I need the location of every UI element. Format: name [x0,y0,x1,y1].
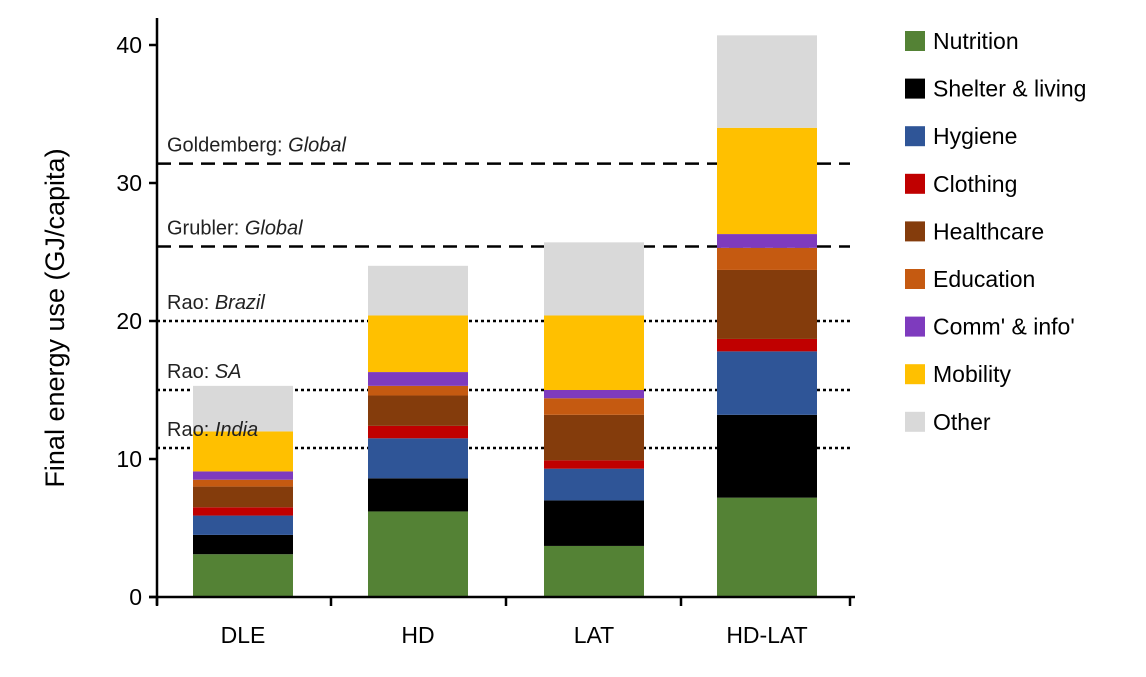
legend-label: Education [933,266,1035,292]
legend-swatch [905,364,925,385]
legend-swatch [905,78,925,99]
bar-segment-comm-info [717,234,817,248]
reference-source: Rao: [167,361,215,383]
y-tick-label: 40 [116,32,142,58]
bar-lat [544,242,644,597]
legend-swatch [905,269,925,289]
reference-region: Brazil [215,292,266,314]
y-tick-label: 30 [116,170,142,196]
bar-segment-healthcare [544,414,644,461]
legend-swatch [905,411,925,432]
bar-hd [368,265,468,597]
bar-segment-mobility [368,315,468,373]
bar-segment-hygiene [193,515,293,535]
x-tick-label: DLE [221,622,266,648]
bar-segment-shelter-living [544,500,644,546]
bar-segment-education [368,385,468,396]
bar-segment-comm-info [193,471,293,480]
bar-segment-healthcare [368,395,468,426]
bar-segment-education [717,247,817,270]
bar-segment-clothing [717,338,817,352]
bar-segment-other [193,385,293,432]
legend-item: Mobility [905,361,1011,387]
bar-segment-other [717,35,817,128]
legend-item: Nutrition [905,28,1019,54]
bar-segment-nutrition [368,511,468,597]
legend-item: Healthcare [905,218,1044,244]
legend-label: Comm' & info' [933,314,1075,340]
bars [193,35,817,597]
reference-source: Grubler: [167,217,245,239]
bar-segment-shelter-living [193,534,293,555]
bar-segment-comm-info [544,390,644,399]
legend-label: Shelter & living [933,76,1086,102]
y-tick-label: 0 [129,584,142,610]
bar-segment-healthcare [193,486,293,508]
axes: 0 10 20 30 40 DLE HD LAT HD-LAT [116,18,855,648]
bar-segment-hygiene [544,468,644,501]
legend-label: Mobility [933,361,1011,387]
reference-source: Rao: [167,292,215,314]
reference-line-label: Goldemberg: Global [167,135,347,157]
bar-dle [193,385,293,597]
y-tick-label: 20 [116,308,142,334]
legend-swatch [905,31,925,51]
bar-segment-mobility [544,315,644,390]
bar-segment-other [544,242,644,316]
bar-hd-lat [717,35,817,597]
legend: Nutrition Shelter & living Hygiene Clothing… [905,28,1086,435]
bar-segment-clothing [193,507,293,516]
y-axis-title: Final energy use (GJ/capita) [40,148,70,487]
legend-swatch [905,126,925,147]
bar-segment-hygiene [368,438,468,479]
bar-segment-education [544,398,644,415]
legend-item: Other [905,409,991,435]
y-tick-label: 10 [116,446,142,472]
legend-item: Hygiene [905,123,1017,149]
reference-region: SA [215,361,242,383]
reference-region: Global [245,217,303,239]
bar-segment-other [368,265,468,316]
bar-segment-clothing [368,425,468,439]
legend-label: Clothing [933,171,1017,197]
legend-item: Education [905,266,1035,292]
reference-source: Goldemberg: [167,135,288,157]
legend-swatch [905,173,925,194]
bar-segment-mobility [717,127,817,235]
reference-line-label: Rao: Brazil [167,292,265,314]
bar-segment-mobility [193,431,293,472]
bar-segment-nutrition [544,545,644,597]
bar-segment-hygiene [717,351,817,415]
legend-label: Healthcare [933,218,1044,244]
legend-swatch [905,316,925,337]
bar-segment-shelter-living [717,414,817,498]
reference-line-label: Grubler: Global [167,217,303,239]
bar-segment-comm-info [368,372,468,386]
legend-swatch [905,221,925,242]
legend-label: Nutrition [933,28,1019,54]
reference-line-label: Rao: India [167,419,258,441]
reference-source: Rao: [167,419,215,441]
legend-label: Other [933,409,991,435]
bar-segment-shelter-living [368,478,468,512]
reference-region: Global [288,135,346,157]
reference-region: India [215,419,258,441]
reference-line-label: Rao: SA [167,361,242,383]
bar-segment-nutrition [193,554,293,597]
legend-item: Comm' & info' [905,314,1075,340]
legend-label: Hygiene [933,123,1017,149]
bar-segment-nutrition [717,497,817,597]
bar-segment-clothing [544,460,644,469]
legend-item: Shelter & living [905,76,1086,102]
legend-item: Clothing [905,171,1017,197]
bar-segment-education [193,479,293,487]
x-tick-label: LAT [574,622,614,648]
x-tick-label: HD [401,622,434,648]
bar-segment-healthcare [717,269,817,339]
x-tick-label: HD-LAT [726,622,807,648]
